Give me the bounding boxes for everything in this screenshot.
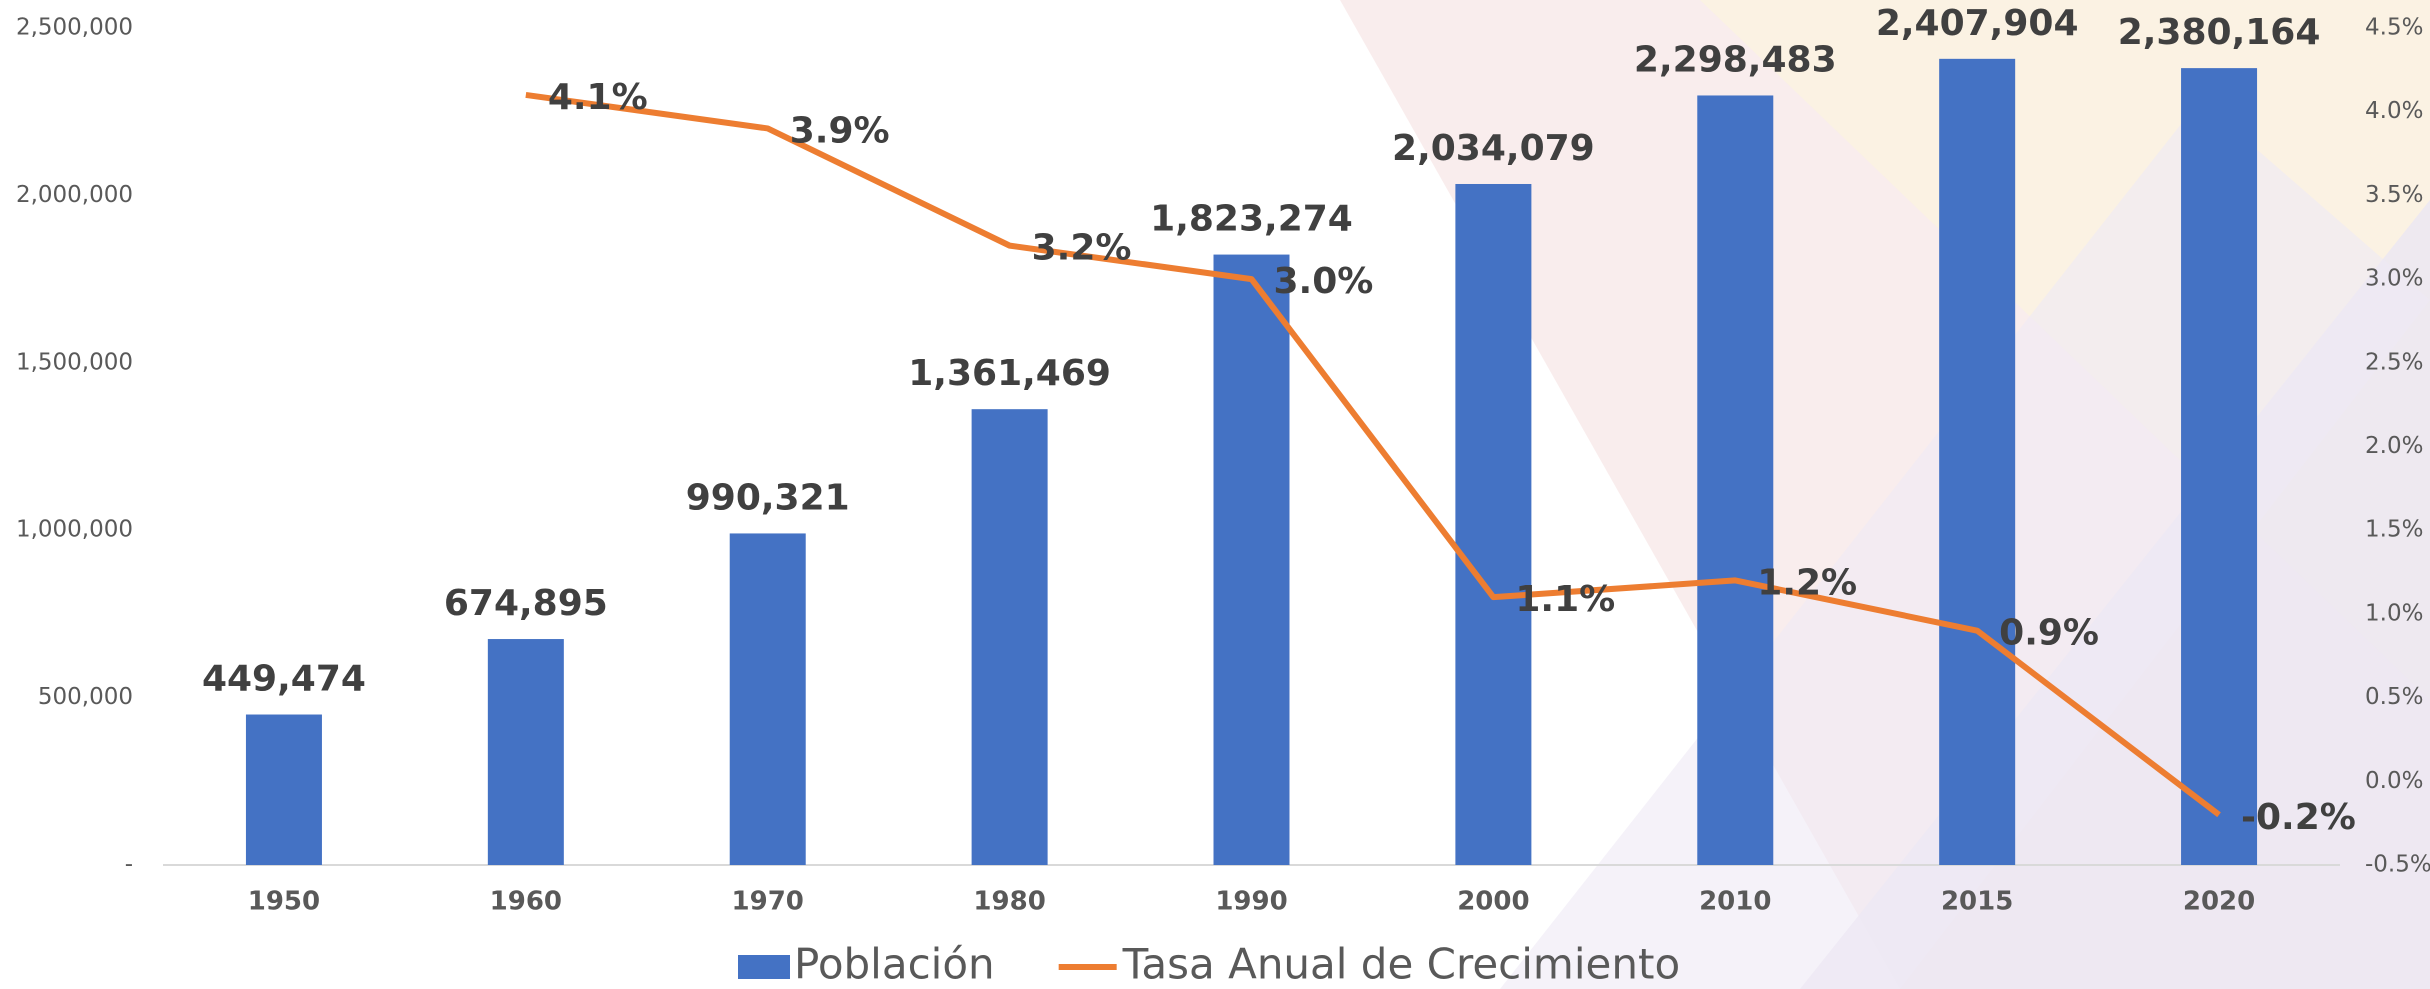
x-tick-label: 1980	[973, 887, 1045, 917]
bar	[2181, 68, 2258, 865]
y-tick-label: 2,500,000	[16, 15, 133, 41]
bar	[971, 409, 1048, 865]
legend-label: Tasa Anual de Crecimiento	[1122, 940, 1680, 989]
y2-tick-label: 1.0%	[2365, 600, 2423, 626]
bar-data-label: 1,823,274	[1150, 199, 1353, 240]
line-data-label: 0.9%	[1999, 613, 2099, 654]
bar	[729, 533, 806, 865]
bar-data-label: 2,380,164	[2118, 12, 2321, 53]
bar	[1213, 254, 1290, 865]
y-tick-label: 1,000,000	[16, 517, 133, 543]
y2-tick-label: 2.5%	[2365, 349, 2423, 375]
x-tick-label: 1960	[490, 887, 562, 917]
y-tick-label: 2,000,000	[16, 182, 133, 208]
x-tick-label: 1950	[248, 887, 320, 917]
bar-data-label: 674,895	[444, 583, 608, 624]
bar-data-label: 2,034,079	[1392, 128, 1595, 169]
bar-data-label: 2,407,904	[1876, 3, 2079, 44]
y2-tick-label: 1.5%	[2365, 517, 2423, 543]
x-tick-label: 2015	[1941, 887, 2013, 917]
y2-tick-label: 4.5%	[2365, 15, 2423, 41]
y-tick-label: -	[125, 852, 133, 878]
y2-tick-label: 4.0%	[2365, 98, 2423, 124]
bar-data-label: 990,321	[686, 477, 850, 518]
line-data-label: 1.2%	[1757, 562, 1857, 603]
line-data-label: 3.9%	[790, 110, 890, 151]
legend-label: Población	[794, 940, 995, 989]
line-data-label: 3.0%	[1274, 261, 1374, 302]
bar	[1939, 58, 2016, 865]
line-data-label: 3.2%	[1032, 228, 1132, 269]
bar	[245, 714, 322, 865]
x-tick-label: 2000	[1457, 887, 1529, 917]
line-data-label: 4.1%	[548, 77, 648, 118]
bar-data-label: 1,361,469	[908, 353, 1111, 394]
y2-tick-label: 3.0%	[2365, 266, 2423, 292]
legend-swatch	[738, 955, 790, 979]
y2-tick-label: 0.0%	[2365, 768, 2423, 794]
line-data-label: 1.1%	[1515, 579, 1615, 620]
x-tick-label: 1970	[732, 887, 804, 917]
bar-data-label: 2,298,483	[1634, 39, 1837, 80]
y-tick-label: 500,000	[38, 684, 133, 710]
x-tick-label: 2010	[1699, 887, 1771, 917]
bar-data-label: 449,474	[202, 659, 366, 700]
y-tick-label: 1,500,000	[16, 349, 133, 375]
bar	[487, 639, 564, 865]
y2-tick-label: -0.5%	[2365, 852, 2430, 878]
y2-tick-label: 0.5%	[2365, 684, 2423, 710]
bar	[1697, 95, 1774, 865]
line	[525, 91, 2221, 818]
line-data-label: -0.2%	[2241, 797, 2356, 838]
y2-tick-label: 2.0%	[2365, 433, 2423, 459]
x-tick-label: 2020	[2183, 887, 2255, 917]
y2-tick-label: 3.5%	[2365, 182, 2423, 208]
bar	[1455, 183, 1532, 865]
x-tick-label: 1990	[1215, 887, 1287, 917]
